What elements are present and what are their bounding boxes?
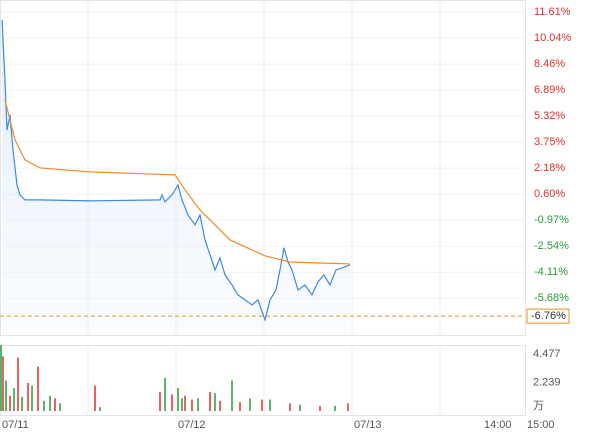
volume-bar bbox=[197, 398, 199, 411]
volume-bar bbox=[299, 404, 301, 411]
volume-bar bbox=[261, 399, 263, 411]
volume-bar bbox=[99, 407, 101, 411]
volume-bar bbox=[184, 395, 186, 411]
volume-bar bbox=[289, 403, 291, 411]
volume-bar bbox=[171, 394, 173, 411]
volume-bar bbox=[13, 388, 15, 411]
y-tick-label: 5.32% bbox=[534, 110, 565, 122]
reference-box bbox=[526, 308, 570, 324]
average-line bbox=[4, 99, 351, 265]
volume-bar bbox=[219, 400, 221, 411]
volume-bar bbox=[319, 405, 321, 411]
volume-bar bbox=[214, 393, 216, 411]
volume-bar bbox=[31, 385, 33, 411]
volume-tick-label: 4.477 bbox=[533, 348, 561, 360]
volume-bar bbox=[0, 344, 2, 411]
y-tick-label: 6.89% bbox=[534, 84, 565, 96]
volume-bar bbox=[164, 377, 166, 411]
volume-tick-label: 2.239 bbox=[533, 376, 561, 388]
volume-bar bbox=[21, 397, 23, 411]
price-area bbox=[2, 19, 350, 335]
volume-bar bbox=[2, 356, 4, 411]
y-tick-label: 2.18% bbox=[534, 162, 565, 174]
y-tick-label: 11.61% bbox=[534, 6, 571, 18]
volume-bar bbox=[269, 399, 271, 411]
volume-bar bbox=[9, 395, 11, 411]
volume-bar bbox=[17, 357, 19, 411]
volume-bar bbox=[5, 380, 7, 411]
volume-bar bbox=[49, 395, 51, 411]
reference-label: -6.76% bbox=[531, 310, 566, 322]
volume-bar bbox=[177, 388, 179, 411]
volume-bar bbox=[209, 391, 211, 411]
volume-bar bbox=[59, 403, 61, 411]
x-tick-label: 14:00 bbox=[484, 419, 512, 431]
volume-bar bbox=[181, 398, 183, 411]
y-tick-label: -0.97% bbox=[534, 214, 569, 226]
volume-bar bbox=[37, 366, 39, 411]
x-tick-label: 07/11 bbox=[2, 419, 29, 431]
x-tick-label: 07/13 bbox=[354, 419, 382, 431]
volume-bar bbox=[191, 399, 193, 411]
volume-bar bbox=[94, 385, 96, 411]
volume-bar bbox=[334, 405, 336, 411]
x-tick-label: 07/12 bbox=[178, 419, 206, 431]
volume-bar bbox=[54, 398, 56, 411]
volume-bar bbox=[239, 402, 241, 411]
volume-bar bbox=[231, 380, 233, 411]
volume-frame bbox=[0, 345, 526, 416]
price-line bbox=[1, 19, 351, 323]
y-tick-label: 8.46% bbox=[534, 58, 565, 70]
y-tick-label: -5.68% bbox=[534, 292, 569, 304]
y-tick-label: 0.60% bbox=[534, 188, 565, 200]
volume-bar bbox=[43, 400, 45, 411]
volume-bar bbox=[27, 383, 29, 411]
volume-unit: 万 bbox=[533, 400, 544, 412]
y-tick-label: 3.75% bbox=[534, 136, 565, 148]
volume-bar bbox=[159, 391, 161, 411]
y-tick-label: -4.11% bbox=[534, 266, 568, 278]
x-tick-label: 15:00 bbox=[527, 419, 555, 431]
volume-bar bbox=[249, 398, 251, 411]
y-tick-label: 10.04% bbox=[534, 32, 572, 44]
y-tick-label: -2.54% bbox=[534, 240, 569, 252]
volume-bar bbox=[347, 403, 349, 411]
